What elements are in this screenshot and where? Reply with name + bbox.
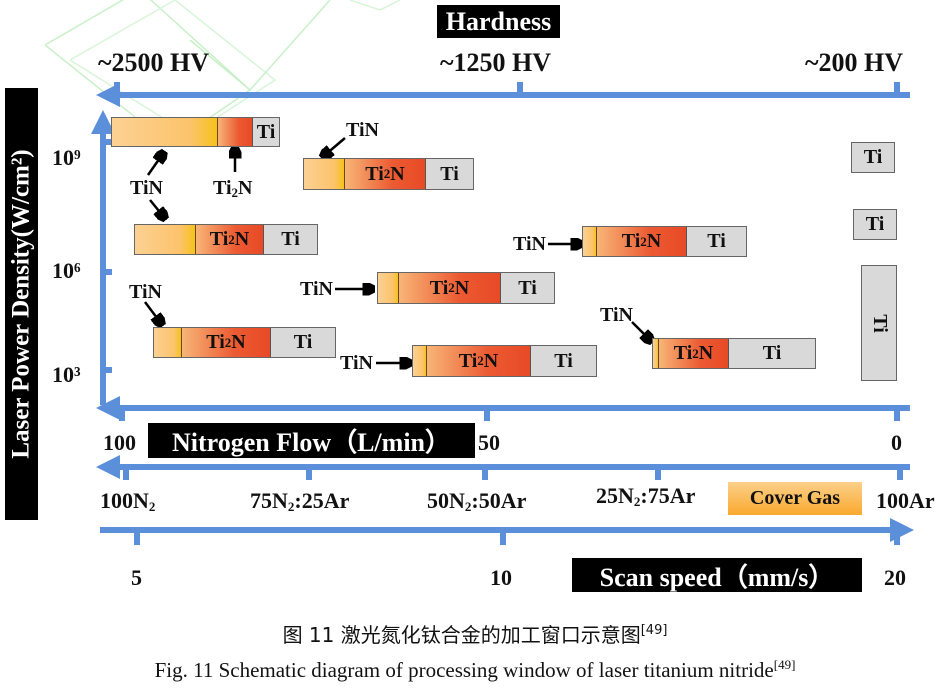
ti-label: Ti [863, 146, 883, 168]
scan-speed-title: Scan speed（mm/s） [572, 558, 862, 592]
nitrogen-tick: 50 [478, 430, 500, 455]
hardness-title: Hardness [437, 5, 560, 38]
ti-segment: Ti [264, 225, 317, 254]
cover-gas-tick: 25N2:75Ar [596, 483, 696, 509]
phase-bar: Ti 2 N Ti [134, 224, 318, 255]
ti-segment: Ti [501, 273, 554, 303]
tin-segment [583, 227, 597, 256]
tin-segment [378, 273, 399, 303]
ti-segment: Ti [271, 328, 335, 357]
ti-only-bar: Ti [861, 265, 897, 381]
hardness-tick: ~1250 HV [440, 48, 552, 77]
tin-label: TiN [300, 278, 333, 300]
ti-segment: Ti [729, 339, 815, 368]
y-tick: 10⁶ [52, 258, 81, 283]
tin-segment [112, 118, 218, 146]
cover-gas-tick: 100N2 [100, 488, 156, 514]
ti2n-segment [218, 118, 253, 146]
y-tick: 10⁹ [52, 145, 81, 170]
caption-zh: 图 11 激光氮化钛合金的加工窗口示意图[49] [282, 623, 668, 647]
hardness-tick: ~2500 HV [98, 48, 210, 77]
y-tick: 10³ [52, 362, 81, 387]
tin-label: TiN [340, 352, 373, 374]
nitrogen-tick: 100 [103, 430, 136, 455]
ti2n-segment: Ti 2 N [427, 346, 531, 376]
ti-segment: Ti [687, 227, 746, 256]
scan-speed-tick: 5 [131, 565, 142, 590]
cover-gas-title: Cover Gas [728, 482, 862, 515]
ti2n-segment: Ti 2 N [659, 339, 729, 368]
ti-only-bar: Ti [853, 209, 897, 240]
phase-bar: Ti 2 N Ti [412, 345, 597, 377]
ti2n-label: Ti2N [213, 177, 253, 200]
hardness-tick: ~200 HV [805, 48, 904, 77]
ti-segment: Ti [253, 118, 279, 146]
phase-bar: Ti [111, 117, 280, 147]
tin-label: TiN [129, 281, 162, 303]
tin-segment [304, 159, 345, 189]
ti2n-segment: Ti 2 N [399, 273, 501, 303]
tin-label: TiN [513, 233, 546, 255]
tin-segment [154, 328, 182, 357]
ti2n-segment: Ti 2 N [196, 225, 264, 254]
phase-bar: Ti 2 N Ti [652, 338, 816, 369]
cover-gas-tick: 100Ar [876, 488, 935, 513]
nitrogen-flow-title: Nitrogen Flow（L/min） [148, 423, 475, 458]
ti2n-segment: Ti 2 N [182, 328, 271, 357]
y-axis-title-box: Laser Power Density(W/cm²) [5, 88, 38, 520]
phase-bar: Ti 2 N Ti [377, 272, 555, 304]
tin-segment [653, 339, 659, 368]
ti2n-segment: Ti 2 N [597, 227, 687, 256]
nitrogen-tick: 0 [891, 430, 902, 455]
tin-segment [135, 225, 196, 254]
tin-label: TiN [600, 304, 633, 326]
phase-bar: Ti 2 N Ti [582, 226, 747, 257]
scan-speed-tick: 20 [884, 565, 906, 590]
ti-segment: Ti [426, 159, 473, 189]
phase-bar: Ti 2 N Ti [303, 158, 474, 190]
ti-only-bar: Ti [851, 142, 895, 173]
y-axis-title: Laser Power Density(W/cm²) [7, 149, 35, 459]
cover-gas-tick: 75N2:25Ar [250, 488, 350, 514]
cover-gas-tick: 50N2:50Ar [427, 488, 527, 514]
caption-en: Fig. 11 Schematic diagram of processing … [154, 657, 796, 682]
tin-label: TiN [130, 177, 163, 199]
phase-bar: Ti 2 N Ti [153, 327, 336, 358]
tin-label: TiN [346, 119, 379, 141]
ti-segment: Ti [531, 346, 596, 376]
scan-speed-tick: 10 [490, 565, 512, 590]
annotation-arrows [144, 137, 649, 363]
ti2n-segment: Ti 2 N [345, 159, 426, 189]
ti-label: Ti [868, 313, 891, 333]
ti-label: Ti [865, 213, 885, 235]
tin-segment [413, 346, 427, 376]
